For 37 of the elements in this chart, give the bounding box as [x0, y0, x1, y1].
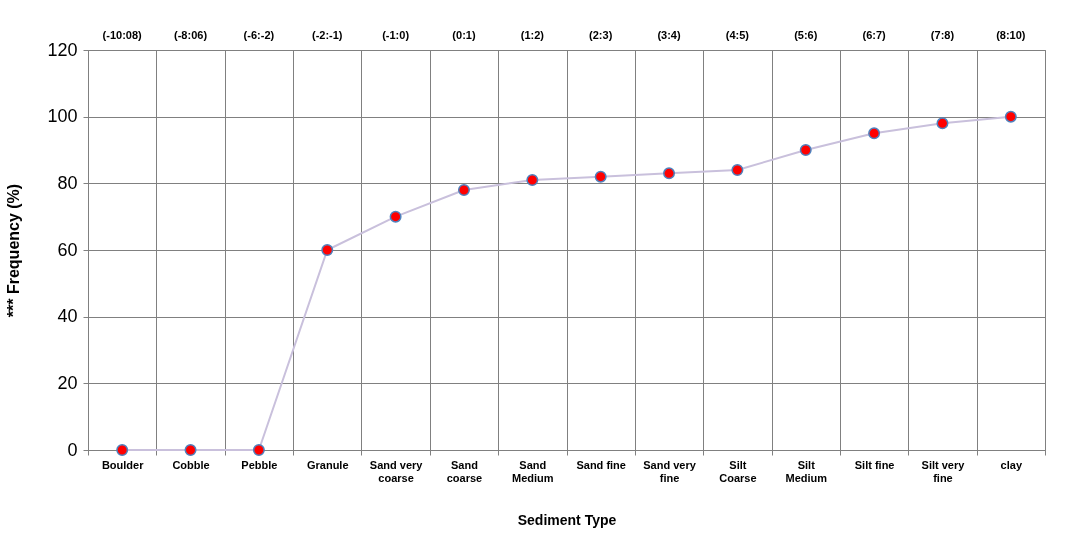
x-tick-label: Silt Coarse [719, 458, 757, 484]
x-tick-label: Sand fine [576, 458, 626, 471]
text: (-6:-2) [243, 29, 275, 41]
text: (-10:08) [102, 29, 143, 41]
x-tick-label: Silt fine [854, 458, 895, 471]
text: (4:5) [725, 29, 750, 41]
text: (1:2) [520, 29, 545, 41]
x-tick-label: Silt Medium [785, 458, 828, 484]
x-tick-label: Sand Medium [512, 458, 554, 484]
x-tick-label: Boulder [101, 458, 145, 471]
x-tick-label: Sand very fine [643, 458, 697, 484]
y-tick-label: 0 [67, 439, 78, 460]
y-tick-label: 20 [57, 372, 78, 393]
y-tick-label: 80 [57, 172, 78, 193]
x-tick-label: Cobble [172, 458, 210, 471]
y-tick-label: 120 [47, 39, 78, 60]
text: (-1:0) [382, 29, 410, 41]
x-tick-label: Pebble [241, 458, 278, 471]
y-axis-title: *** Frequency (%) [5, 183, 23, 318]
text: (2:3) [589, 29, 613, 41]
text: (3:4) [657, 29, 681, 41]
text: (8:10) [996, 29, 1026, 41]
x-tick-label: Sand very coarse [369, 458, 424, 484]
x-axis-title: Sediment Type [517, 511, 617, 528]
text: (0:1) [452, 29, 476, 41]
y-tick-label: 40 [57, 306, 78, 327]
text: (6:7) [862, 29, 887, 41]
text: (7:8) [930, 29, 955, 41]
x-tick-label: clay [1000, 458, 1023, 471]
x-tick-label: Silt very fine [921, 458, 966, 484]
y-tick-label: 100 [47, 106, 78, 127]
text: (5:6) [794, 29, 818, 41]
text: (-8:06) [174, 29, 208, 41]
y-tick-label: 60 [57, 239, 78, 260]
x-tick-label: Sand coarse [446, 458, 483, 484]
x-tick-label: Granule [306, 458, 349, 471]
text: (-2:-1) [311, 29, 343, 41]
